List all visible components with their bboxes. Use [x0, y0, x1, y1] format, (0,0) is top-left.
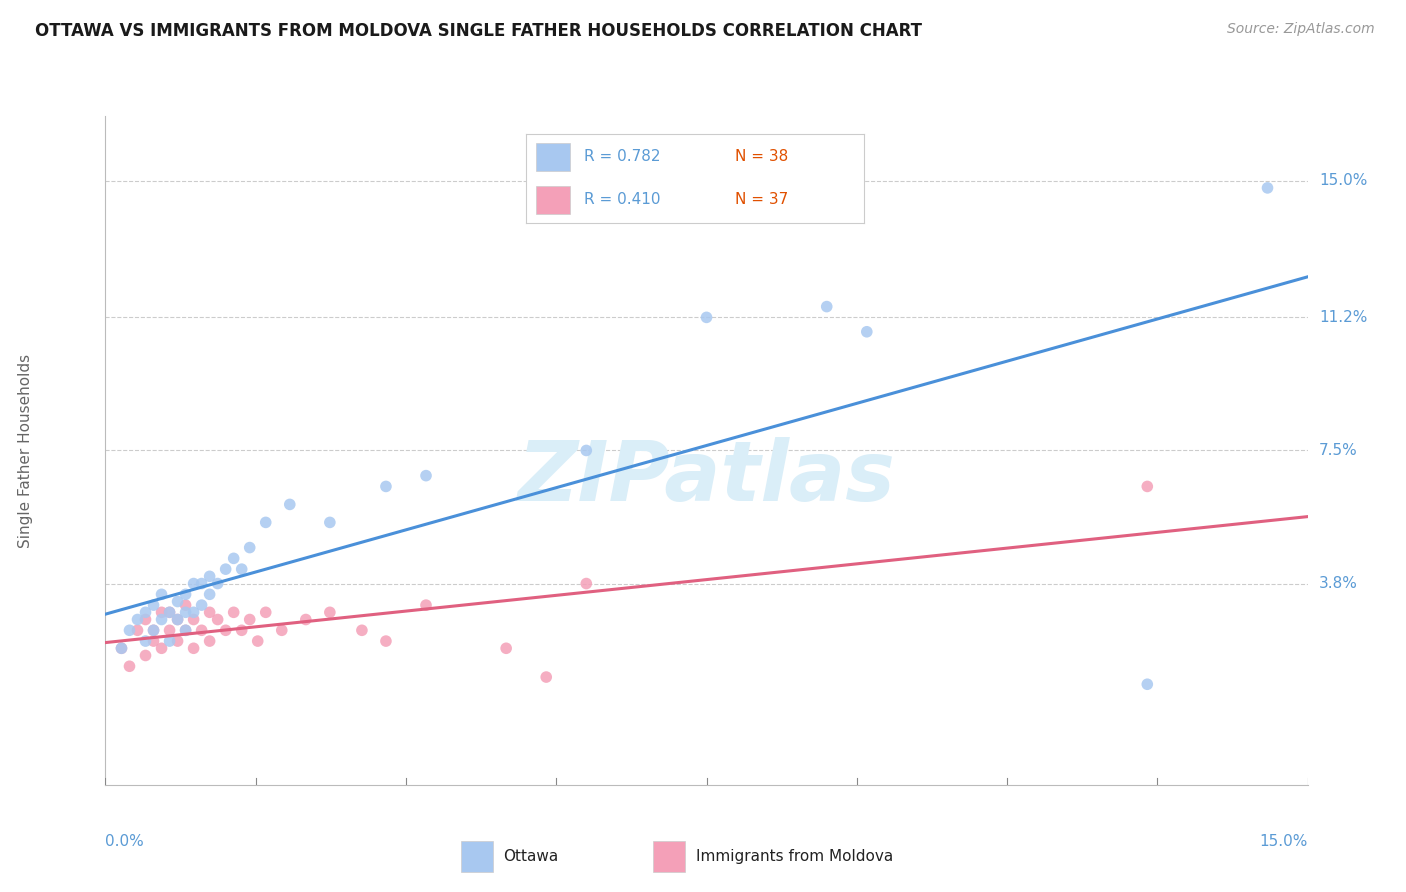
Text: N = 37: N = 37	[735, 193, 789, 207]
Point	[183, 641, 205, 656]
Point	[142, 624, 165, 638]
Point	[166, 613, 188, 627]
Bar	[536, 143, 569, 171]
Point	[374, 479, 398, 493]
Text: 11.2%: 11.2%	[1319, 310, 1367, 325]
Point	[110, 641, 132, 656]
Point	[495, 641, 517, 656]
Point	[222, 551, 245, 566]
Point	[198, 634, 221, 648]
Point	[150, 613, 173, 627]
Point	[295, 613, 318, 627]
Point	[150, 641, 173, 656]
Point	[575, 576, 598, 591]
Point	[207, 613, 229, 627]
Point	[254, 605, 277, 619]
Point	[254, 516, 277, 530]
Point	[214, 624, 236, 638]
Point	[350, 624, 373, 638]
Point	[231, 624, 253, 638]
Point	[135, 613, 157, 627]
Point	[190, 576, 212, 591]
Point	[150, 605, 173, 619]
Point	[110, 641, 132, 656]
Point	[118, 624, 141, 638]
Point	[174, 624, 197, 638]
Point	[142, 634, 165, 648]
Point	[135, 648, 157, 663]
Point	[246, 634, 269, 648]
Point	[278, 497, 301, 511]
Point	[142, 624, 165, 638]
Text: 0.0%: 0.0%	[105, 834, 145, 849]
Point	[159, 605, 181, 619]
Point	[198, 569, 221, 583]
Point	[135, 605, 157, 619]
Point	[239, 613, 262, 627]
Point	[190, 598, 212, 612]
Point	[1136, 677, 1159, 691]
Point	[239, 541, 262, 555]
Point	[127, 613, 149, 627]
Text: 3.8%: 3.8%	[1319, 576, 1358, 591]
Point	[174, 598, 197, 612]
Point	[575, 443, 598, 458]
Point	[142, 598, 165, 612]
Point	[190, 624, 212, 638]
Point	[166, 634, 188, 648]
Point	[319, 605, 342, 619]
Point	[159, 605, 181, 619]
Point	[183, 613, 205, 627]
Text: OTTAWA VS IMMIGRANTS FROM MOLDOVA SINGLE FATHER HOUSEHOLDS CORRELATION CHART: OTTAWA VS IMMIGRANTS FROM MOLDOVA SINGLE…	[35, 22, 922, 40]
Point	[166, 594, 188, 608]
Point	[135, 634, 157, 648]
Point	[174, 587, 197, 601]
Point	[696, 310, 718, 325]
Text: R = 0.410: R = 0.410	[583, 193, 659, 207]
Point	[534, 670, 557, 684]
Point	[174, 605, 197, 619]
Point	[159, 624, 181, 638]
Point	[319, 516, 342, 530]
Text: Ottawa: Ottawa	[503, 849, 558, 863]
Point	[183, 576, 205, 591]
Point	[198, 605, 221, 619]
Point	[222, 605, 245, 619]
Point	[1257, 181, 1279, 195]
Point	[127, 624, 149, 638]
Point	[214, 562, 236, 576]
Point	[150, 587, 173, 601]
Point	[815, 300, 838, 314]
Point	[183, 605, 205, 619]
Point	[166, 613, 188, 627]
Point	[159, 634, 181, 648]
Point	[855, 325, 877, 339]
Text: Source: ZipAtlas.com: Source: ZipAtlas.com	[1227, 22, 1375, 37]
Text: ZIPatlas: ZIPatlas	[517, 437, 896, 517]
Text: 15.0%: 15.0%	[1260, 834, 1308, 849]
Text: 15.0%: 15.0%	[1319, 173, 1367, 188]
Bar	[461, 840, 492, 872]
Bar	[536, 186, 569, 214]
Text: N = 38: N = 38	[735, 150, 789, 164]
Point	[1136, 479, 1159, 493]
Point	[118, 659, 141, 673]
Text: Single Father Households: Single Father Households	[18, 353, 32, 548]
Bar	[652, 840, 685, 872]
Point	[415, 598, 437, 612]
Text: 7.5%: 7.5%	[1319, 443, 1358, 458]
Point	[207, 576, 229, 591]
Text: Immigrants from Moldova: Immigrants from Moldova	[696, 849, 893, 863]
Point	[231, 562, 253, 576]
Point	[374, 634, 398, 648]
Text: R = 0.782: R = 0.782	[583, 150, 659, 164]
Point	[270, 624, 292, 638]
Point	[415, 468, 437, 483]
Point	[174, 624, 197, 638]
Point	[198, 587, 221, 601]
